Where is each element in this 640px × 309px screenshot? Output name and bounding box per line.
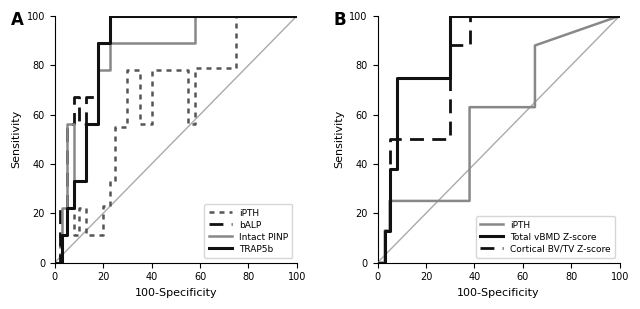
Text: B: B xyxy=(334,11,347,29)
X-axis label: 100-Specificity: 100-Specificity xyxy=(458,288,540,298)
Y-axis label: Sensitivity: Sensitivity xyxy=(11,110,21,168)
Legend: iPTH, bALP, Intact PINP, TRAP5b: iPTH, bALP, Intact PINP, TRAP5b xyxy=(204,205,292,258)
Legend: iPTH, Total vBMD Z-score, Cortical BV/TV Z-score: iPTH, Total vBMD Z-score, Cortical BV/TV… xyxy=(476,216,615,258)
Text: A: A xyxy=(11,11,24,29)
Y-axis label: Sensitivity: Sensitivity xyxy=(334,110,344,168)
X-axis label: 100-Specificity: 100-Specificity xyxy=(134,288,217,298)
